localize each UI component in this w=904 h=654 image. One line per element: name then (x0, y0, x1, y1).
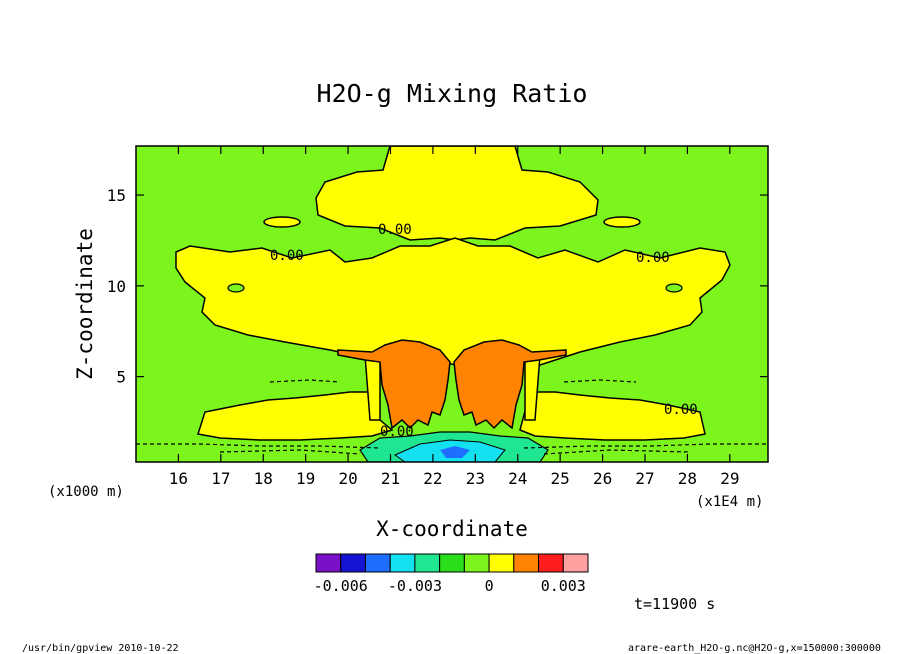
x-tick-label: 24 (508, 469, 527, 488)
x-tick-label: 29 (720, 469, 739, 488)
colorbar-tick-label: 0.003 (541, 577, 586, 595)
y-tick-label: 15 (107, 186, 126, 205)
island-c (227, 283, 245, 293)
colorbar-cell (389, 553, 416, 573)
colorbar-tick-label: -0.006 (314, 577, 368, 595)
colorbar-cell (340, 553, 366, 573)
x-axis-ticks: 16 17 18 19 20 21 22 23 24 25 26 27 28 29 (169, 146, 739, 488)
x-tick-label: 22 (423, 469, 442, 488)
plot-frame (135, 145, 769, 463)
x-tick-label: 21 (381, 469, 400, 488)
colorbar-tick-label: -0.003 (388, 577, 442, 595)
x-tick-label: 23 (466, 469, 485, 488)
x-tick-label: 27 (635, 469, 654, 488)
footer-right: arare-earth_H2O-g.nc@H2O-g,x=150000:3000… (628, 643, 881, 654)
colorbar-cell (364, 553, 391, 573)
zero-region-low-right (519, 391, 706, 441)
plot-area: 0.00 0.00 0.00 0.00 0.00 (135, 145, 769, 463)
y-axis-ticks: 5 10 15 (107, 186, 768, 387)
zero-region-low-left (197, 391, 394, 441)
footer-left: /usr/bin/gpview 2010-10-22 (22, 643, 179, 654)
island-d (665, 283, 683, 293)
y-tick-label: 10 (107, 277, 126, 296)
colorbar-cell (513, 553, 540, 573)
contour-label: 0.00 (636, 250, 670, 266)
plume-right (453, 339, 567, 430)
negative-contours (136, 379, 768, 455)
island-b (603, 216, 641, 228)
colorbar-cell (538, 553, 564, 573)
contour-label: 0.00 (380, 424, 414, 440)
plume-left (337, 339, 451, 430)
y-unit-label: (x1000 m) (48, 484, 124, 500)
colorbar-cell (562, 553, 589, 573)
colorbar-tick-label: 0 (485, 577, 494, 595)
colorbar-cell (463, 553, 490, 573)
x-axis-title: X-coordinate (376, 517, 528, 541)
x-tick-label: 17 (211, 469, 230, 488)
colorbar-ticks: -0.006 -0.003 0 0.003 (314, 577, 586, 595)
y-tick-label: 5 (116, 368, 126, 387)
x-tick-label: 20 (338, 469, 357, 488)
negative-deep (440, 446, 470, 458)
x-tick-label: 19 (296, 469, 315, 488)
colorbar-cell (488, 553, 515, 573)
x-tick-label: 26 (593, 469, 612, 488)
contour-label: 0.00 (270, 248, 304, 264)
x-tick-label: 28 (678, 469, 697, 488)
x-unit-label: (x1E4 m) (696, 494, 763, 510)
colorbar-cell (439, 553, 465, 573)
y-axis-title: Z-coordinate (73, 228, 97, 380)
zero-region-main (315, 146, 599, 241)
x-tick-label: 16 (169, 469, 188, 488)
colorbar-cell (414, 553, 441, 573)
colorbar (315, 553, 589, 573)
chart-title: H2O-g Mixing Ratio (317, 79, 588, 108)
colorbar-cell (315, 553, 342, 573)
time-label: t=11900 s (634, 595, 715, 613)
island-a (263, 216, 301, 228)
x-tick-label: 25 (551, 469, 570, 488)
x-tick-label: 18 (254, 469, 273, 488)
zero-region-mid (175, 237, 731, 366)
contour-label: 0.00 (378, 222, 412, 238)
contour-label: 0.00 (664, 402, 698, 418)
contour-field (136, 146, 768, 462)
